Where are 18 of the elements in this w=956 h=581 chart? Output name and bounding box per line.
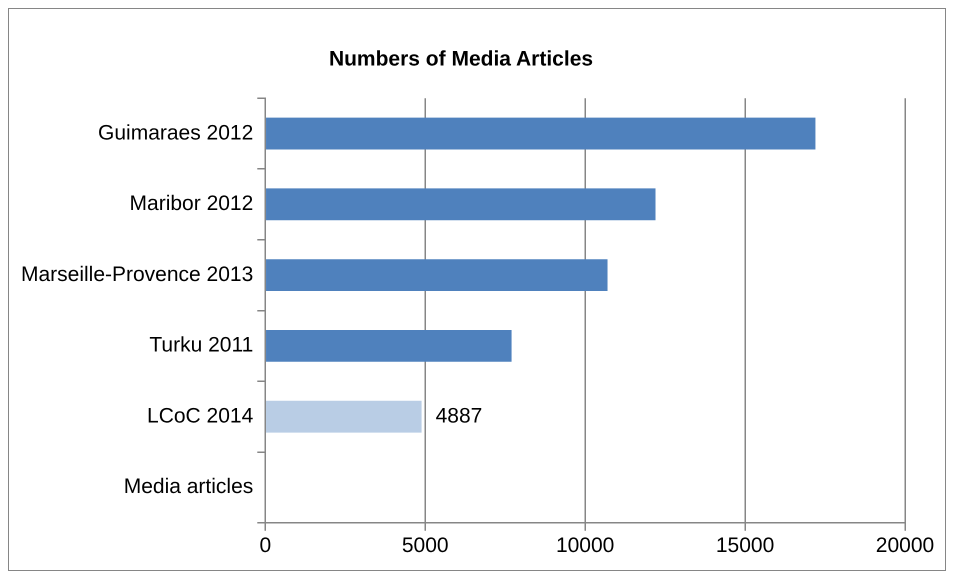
data-label: 4887 (436, 404, 482, 428)
y-tick-label: Maribor 2012 (130, 192, 254, 216)
bar (266, 118, 816, 150)
x-tick-label: 5000 (402, 534, 449, 558)
y-tick-label: Guimaraes 2012 (98, 121, 254, 144)
x-tick-label: 15000 (716, 534, 774, 558)
bar (266, 188, 656, 220)
y-tick-label: LCoC 2014 (147, 404, 254, 428)
y-tick-label: Turku 2011 (149, 334, 254, 357)
y-tick-label: Media articles (124, 475, 254, 498)
bar (266, 400, 422, 433)
x-tick-label: 0 (259, 534, 272, 558)
x-tick-label: 10000 (556, 534, 614, 558)
bar (266, 330, 512, 362)
y-tick-label: Marseille-Provence 2013 (20, 262, 254, 286)
bar (266, 259, 608, 292)
chart-title: Numbers of Media Articles (328, 47, 594, 70)
x-tick-label: 20000 (876, 534, 934, 558)
